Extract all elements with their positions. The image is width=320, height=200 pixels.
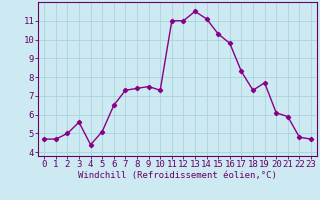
X-axis label: Windchill (Refroidissement éolien,°C): Windchill (Refroidissement éolien,°C) <box>78 171 277 180</box>
